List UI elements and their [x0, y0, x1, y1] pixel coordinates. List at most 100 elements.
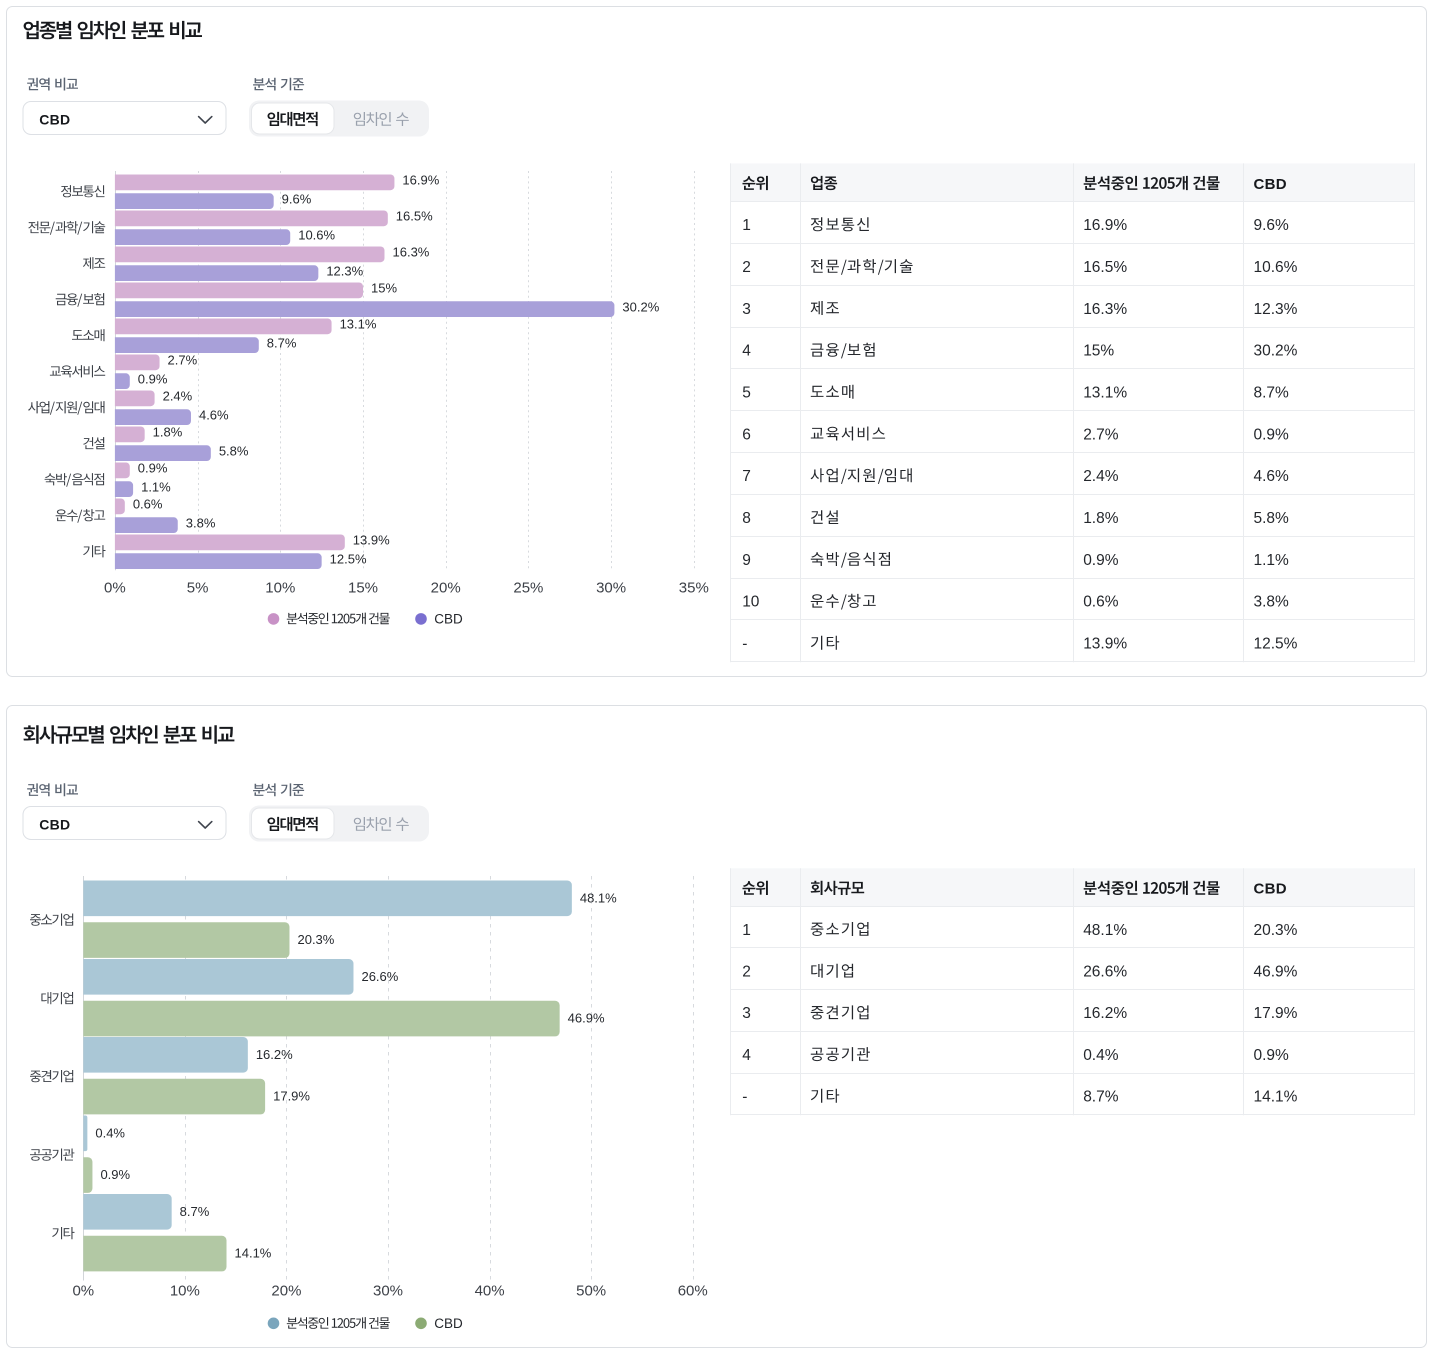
svg-text:4.6%: 4.6%	[199, 408, 229, 423]
svg-text:3: 3	[742, 1005, 751, 1022]
svg-text:20.3%: 20.3%	[297, 932, 334, 947]
svg-text:-: -	[742, 636, 747, 653]
svg-text:20.3%: 20.3%	[1254, 922, 1298, 939]
svg-text:16.3%: 16.3%	[1083, 301, 1127, 318]
svg-text:CBD: CBD	[39, 112, 70, 128]
svg-text:0%: 0%	[104, 579, 126, 596]
svg-text:2: 2	[742, 964, 751, 981]
svg-text:5: 5	[742, 384, 751, 401]
svg-text:CBD: CBD	[39, 817, 70, 833]
svg-text:16.9%: 16.9%	[402, 173, 439, 188]
svg-text:5%: 5%	[187, 579, 209, 596]
svg-text:46.9%: 46.9%	[1254, 964, 1298, 981]
svg-text:26.6%: 26.6%	[1083, 964, 1127, 981]
svg-text:15%: 15%	[348, 579, 378, 596]
svg-text:2.4%: 2.4%	[163, 389, 193, 404]
svg-text:14.1%: 14.1%	[235, 1246, 272, 1261]
svg-text:8.7%: 8.7%	[180, 1204, 210, 1219]
svg-text:10%: 10%	[265, 579, 295, 596]
svg-text:30%: 30%	[373, 1283, 403, 1300]
svg-text:20%: 20%	[431, 579, 461, 596]
svg-text:1: 1	[742, 922, 751, 939]
svg-text:CBD: CBD	[434, 611, 463, 626]
svg-text:-: -	[742, 1089, 747, 1106]
svg-text:13.9%: 13.9%	[353, 533, 390, 548]
svg-text:5.8%: 5.8%	[219, 444, 249, 459]
svg-text:1.1%: 1.1%	[141, 480, 171, 495]
svg-text:13.1%: 13.1%	[340, 317, 377, 332]
svg-text:0.4%: 0.4%	[95, 1125, 125, 1140]
svg-text:0.9%: 0.9%	[100, 1167, 130, 1182]
svg-text:9: 9	[742, 552, 751, 569]
svg-text:14.1%: 14.1%	[1254, 1089, 1298, 1106]
svg-text:16.2%: 16.2%	[256, 1047, 293, 1062]
svg-text:35%: 35%	[679, 579, 709, 596]
svg-text:1.8%: 1.8%	[153, 425, 183, 440]
svg-text:30%: 30%	[596, 579, 626, 596]
svg-text:4.6%: 4.6%	[1254, 468, 1290, 485]
svg-text:1.1%: 1.1%	[1254, 552, 1290, 569]
svg-text:1.8%: 1.8%	[1083, 510, 1119, 527]
svg-text:15%: 15%	[371, 281, 397, 296]
svg-text:12.3%: 12.3%	[1254, 301, 1298, 318]
svg-text:0.9%: 0.9%	[1254, 426, 1290, 443]
svg-text:20%: 20%	[271, 1283, 301, 1300]
svg-text:3: 3	[742, 301, 751, 318]
svg-text:3.8%: 3.8%	[1254, 594, 1290, 611]
svg-text:0.9%: 0.9%	[1254, 1047, 1290, 1064]
svg-text:50%: 50%	[576, 1283, 606, 1300]
svg-text:9.6%: 9.6%	[1254, 217, 1290, 234]
svg-text:48.1%: 48.1%	[580, 890, 617, 905]
svg-text:12.3%: 12.3%	[326, 264, 363, 279]
svg-text:17.9%: 17.9%	[1254, 1005, 1298, 1022]
svg-text:4: 4	[742, 343, 751, 360]
svg-text:12.5%: 12.5%	[330, 552, 367, 567]
svg-text:2.7%: 2.7%	[168, 353, 198, 368]
svg-text:17.9%: 17.9%	[273, 1089, 310, 1104]
svg-text:8.7%: 8.7%	[1254, 384, 1290, 401]
svg-text:16.5%: 16.5%	[396, 209, 433, 224]
svg-text:0.9%: 0.9%	[138, 461, 168, 476]
svg-text:13.1%: 13.1%	[1083, 384, 1127, 401]
svg-text:0.6%: 0.6%	[133, 497, 163, 512]
svg-text:10.6%: 10.6%	[1254, 259, 1298, 276]
svg-text:0.6%: 0.6%	[1083, 594, 1119, 611]
svg-text:40%: 40%	[475, 1283, 505, 1300]
svg-text:12.5%: 12.5%	[1254, 636, 1298, 653]
svg-text:8.7%: 8.7%	[1083, 1089, 1119, 1106]
svg-text:16.5%: 16.5%	[1083, 259, 1127, 276]
svg-text:0.9%: 0.9%	[138, 372, 168, 387]
svg-text:10: 10	[742, 594, 760, 611]
svg-text:2.7%: 2.7%	[1083, 426, 1119, 443]
svg-text:2.4%: 2.4%	[1083, 468, 1119, 485]
svg-text:15%: 15%	[1083, 343, 1114, 360]
svg-text:16.2%: 16.2%	[1083, 1005, 1127, 1022]
svg-text:10.6%: 10.6%	[298, 228, 335, 243]
svg-text:0%: 0%	[72, 1283, 94, 1300]
svg-text:3.8%: 3.8%	[186, 516, 216, 531]
svg-text:46.9%: 46.9%	[568, 1011, 605, 1026]
svg-text:30.2%: 30.2%	[622, 300, 659, 315]
svg-text:2: 2	[742, 259, 751, 276]
svg-text:0.4%: 0.4%	[1083, 1047, 1119, 1064]
svg-text:6: 6	[742, 426, 751, 443]
svg-text:9.6%: 9.6%	[282, 192, 312, 207]
svg-text:1: 1	[742, 217, 751, 234]
svg-text:CBD: CBD	[1254, 881, 1287, 898]
svg-text:10%: 10%	[170, 1283, 200, 1300]
svg-text:5.8%: 5.8%	[1254, 510, 1290, 527]
svg-text:60%: 60%	[678, 1283, 708, 1300]
svg-text:25%: 25%	[513, 579, 543, 596]
svg-text:13.9%: 13.9%	[1083, 636, 1127, 653]
svg-text:16.9%: 16.9%	[1083, 217, 1127, 234]
svg-text:16.3%: 16.3%	[393, 245, 430, 260]
svg-text:8.7%: 8.7%	[267, 336, 297, 351]
svg-text:4: 4	[742, 1047, 751, 1064]
svg-text:30.2%: 30.2%	[1254, 343, 1298, 360]
svg-text:CBD: CBD	[434, 1316, 463, 1331]
svg-text:26.6%: 26.6%	[361, 969, 398, 984]
svg-text:CBD: CBD	[1254, 176, 1287, 193]
svg-text:7: 7	[742, 468, 751, 485]
svg-text:0.9%: 0.9%	[1083, 552, 1119, 569]
svg-text:48.1%: 48.1%	[1083, 922, 1127, 939]
